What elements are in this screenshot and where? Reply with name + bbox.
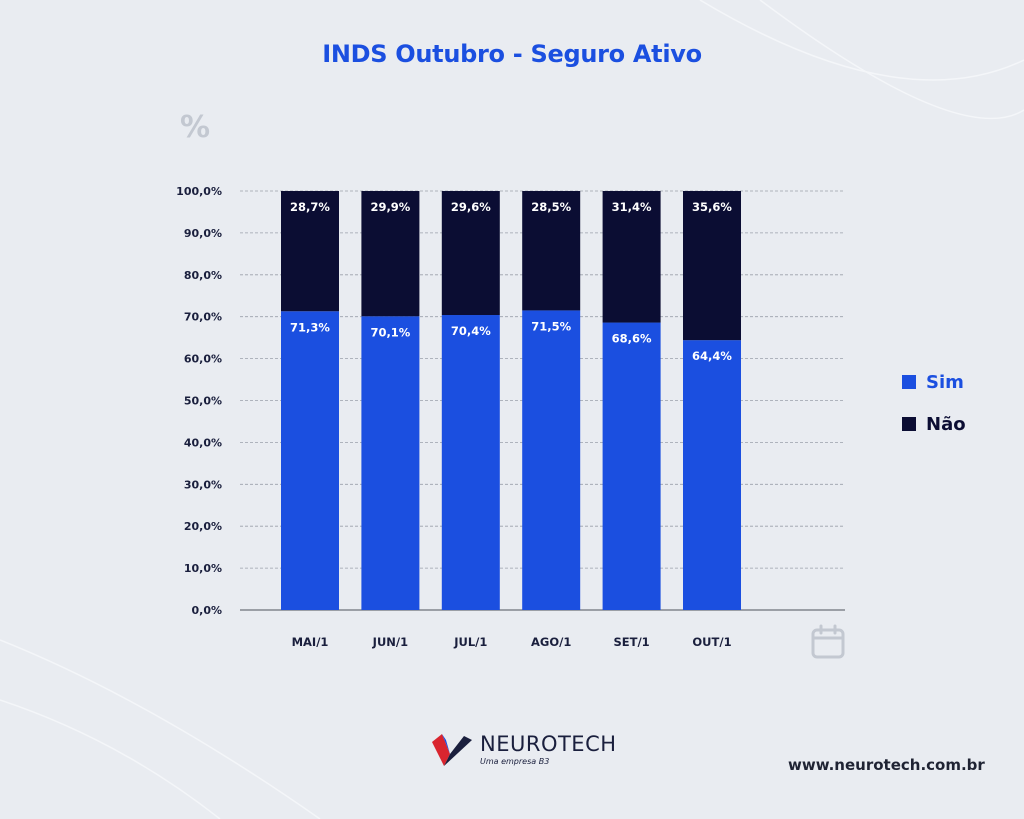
- y-tick-label: 90,0%: [184, 227, 222, 240]
- y-tick-label: 20,0%: [184, 520, 222, 533]
- y-tick-label: 40,0%: [184, 436, 222, 449]
- x-tick-label: JUN/1: [372, 635, 408, 649]
- bar-segment-no: [441, 191, 500, 316]
- bar-segment-sim: [441, 315, 500, 610]
- y-axis-unit-label: %: [180, 110, 211, 145]
- data-label: 29,9%: [370, 200, 410, 214]
- bar-segment-sim: [281, 311, 339, 610]
- y-tick-label: 50,0%: [184, 395, 222, 408]
- brand-subtitle: Uma empresa B3: [480, 757, 550, 766]
- legend-swatch-sim: [902, 375, 916, 389]
- chart-legend: Sim Não: [902, 368, 966, 452]
- legend-item-nao: Não: [902, 410, 966, 438]
- y-tick-label: 100,0%: [176, 185, 222, 198]
- bar-segment-no: [281, 191, 339, 312]
- y-tick-label: 60,0%: [184, 353, 222, 366]
- y-tick-label: 80,0%: [184, 269, 222, 282]
- data-label: 70,4%: [451, 324, 491, 338]
- data-label: 71,5%: [531, 319, 571, 333]
- website-link[interactable]: www.neurotech.com.br: [788, 756, 985, 774]
- neurotech-logo-icon: [432, 734, 472, 766]
- legend-label-sim: Sim: [926, 371, 964, 393]
- x-tick-label: OUT/1: [692, 635, 731, 649]
- bar-segment-no: [361, 191, 420, 317]
- data-label: 64,4%: [692, 349, 732, 363]
- chart-title: INDS Outubro - Seguro Ativo: [322, 40, 702, 68]
- bar-segment-sim: [361, 316, 420, 610]
- legend-label-nao: Não: [926, 413, 966, 435]
- data-label: 71,3%: [290, 320, 330, 334]
- y-tick-label: 10,0%: [184, 562, 222, 575]
- data-label: 28,5%: [531, 200, 571, 214]
- brand-name: NEUROTECH: [480, 732, 617, 756]
- bar-segment-no: [683, 191, 741, 341]
- x-tick-label: MAI/1: [292, 635, 329, 649]
- x-tick-label: SET/1: [614, 635, 650, 649]
- data-label: 31,4%: [612, 200, 652, 214]
- bar-segment-sim: [522, 310, 581, 610]
- bar-segment-sim: [683, 340, 741, 610]
- legend-item-sim: Sim: [902, 368, 966, 396]
- bar-segment-sim: [602, 322, 661, 610]
- calendar-icon: [811, 624, 845, 659]
- bar-segment-no: [602, 191, 661, 323]
- data-label: 29,6%: [451, 200, 491, 214]
- data-label: 28,7%: [290, 200, 330, 214]
- bar-segment-no: [522, 191, 581, 311]
- legend-swatch-nao: [902, 417, 916, 431]
- brand-logo: NEUROTECH Uma empresa B3: [430, 732, 617, 768]
- x-tick-label: JUL/1: [453, 635, 487, 649]
- y-tick-label: 30,0%: [184, 478, 222, 491]
- data-label: 70,1%: [370, 325, 410, 339]
- data-label: 68,6%: [612, 332, 652, 346]
- y-tick-label: 0,0%: [191, 604, 222, 617]
- x-tick-label: AGO/1: [531, 635, 571, 649]
- data-label: 35,6%: [692, 200, 732, 214]
- y-tick-label: 70,0%: [184, 311, 222, 324]
